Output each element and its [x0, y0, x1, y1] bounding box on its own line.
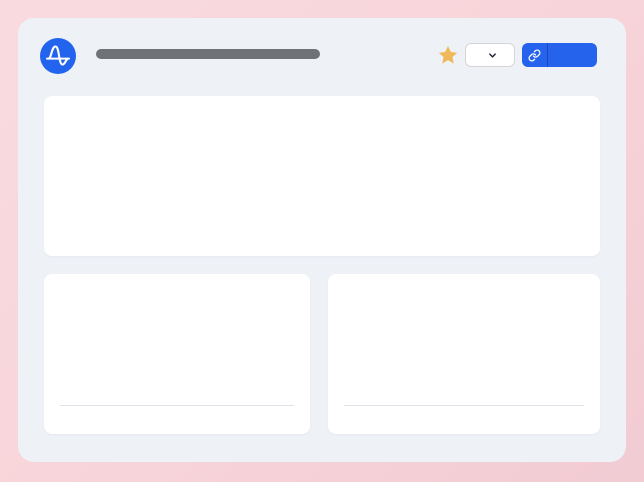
share-button-divider — [547, 43, 548, 67]
chevron-down-icon — [488, 52, 496, 58]
amplitude-logo-icon[interactable] — [40, 38, 76, 74]
share-button[interactable] — [522, 43, 597, 67]
more-button[interactable] — [465, 43, 515, 67]
panel-compare — [328, 274, 600, 434]
document-title-placeholder — [96, 49, 320, 59]
link-icon — [522, 48, 547, 62]
app-window — [18, 18, 626, 462]
panel-conversion — [44, 274, 310, 434]
compare-bar-chart[interactable] — [344, 320, 584, 406]
kpi-table-skeleton — [65, 143, 580, 240]
conversion-bar-chart[interactable] — [60, 320, 294, 406]
panel-overall-kpis — [44, 96, 600, 256]
favorite-star-icon[interactable] — [437, 44, 459, 66]
